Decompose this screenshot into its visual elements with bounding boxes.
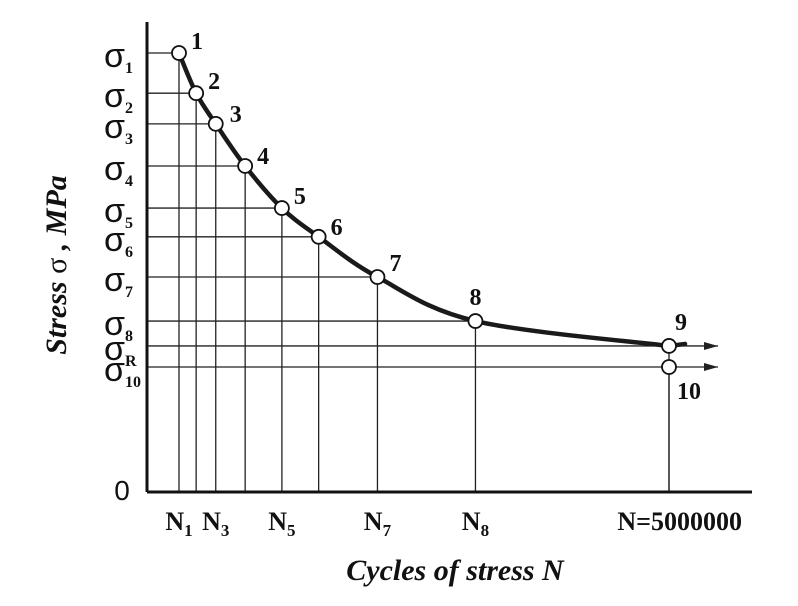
point-marker-2 (188, 85, 205, 102)
sn-curve (176, 50, 688, 349)
y-tick-label-4: σ4 (104, 150, 133, 190)
arrow-10 (704, 363, 718, 371)
point-marker-4 (237, 158, 254, 174)
axes (145, 22, 752, 494)
point-marker-7 (369, 269, 386, 285)
point-marker-9 (661, 338, 677, 354)
y-tick-subscript: 7 (125, 284, 133, 301)
point-label-8: 8 (469, 285, 481, 311)
x-tick-main: N=5000000 (617, 507, 742, 536)
y-tick-symbol: σ (104, 77, 125, 115)
y-tick-symbol: σ (104, 37, 125, 75)
y-axis-label-suffix: , MPa (40, 175, 73, 251)
point-label-5: 5 (294, 184, 306, 210)
y-axis-label-symbol: σ (40, 258, 73, 274)
x-tick-main: N (202, 507, 221, 536)
curve (176, 50, 688, 349)
point-marker-3 (207, 115, 224, 132)
x-tick-label-n-max: N=5000000 (617, 507, 742, 536)
y-tick-symbol: σ (104, 192, 125, 230)
y-tick-label-R: σR (104, 330, 137, 370)
y-tick-subscript: R (125, 353, 137, 370)
y-tick-label-5: σ5 (104, 192, 133, 232)
y-tick-symbol: σ (104, 150, 125, 188)
y-tick-label-7: σ7 (104, 261, 133, 301)
x-tick-subscript: 7 (383, 521, 392, 540)
point-marker-6 (310, 228, 327, 245)
point-label-7: 7 (389, 251, 401, 277)
y-tick-label-6: σ6 (104, 221, 133, 261)
x-tick-label-7: N7 (364, 507, 392, 540)
y-tick-label-10: σ10 (104, 351, 141, 391)
x-tick-main: N (364, 507, 383, 536)
x-tick-label-1: N1 (165, 507, 192, 540)
y-tick-subscript: 2 (125, 100, 133, 117)
y-tick-symbol: σ (104, 261, 125, 299)
y-axis-label: Stress σ , MPa (40, 175, 73, 355)
y-tick-label-3: σ3 (104, 108, 133, 148)
y-zero-label: 0 (114, 475, 130, 506)
point-label-6: 6 (331, 215, 343, 241)
point-label-2: 2 (208, 69, 220, 95)
x-tick-main: N (462, 507, 481, 536)
point-marker-5 (273, 200, 290, 216)
point-label-10: 10 (677, 379, 701, 405)
y-tick-label-8: σ8 (104, 305, 133, 345)
x-tick-subscript: 3 (221, 521, 230, 540)
point-label-3: 3 (230, 102, 242, 128)
y-axis-label-prefix: Stress (40, 274, 73, 355)
y-tick-symbol: σ (104, 330, 125, 368)
data-points (171, 45, 677, 375)
x-axis-label: Cycles of stress N (346, 554, 565, 587)
x-tick-main: N (268, 507, 287, 536)
x-tick-main: N (165, 507, 184, 536)
y-tick-subscript: 10 (125, 374, 141, 391)
arrow-9 (704, 341, 718, 350)
x-tick-subscript: 1 (184, 521, 193, 540)
grid-lines (147, 52, 718, 492)
y-tick-subscript: 5 (125, 215, 133, 232)
point-label-4: 4 (257, 144, 269, 170)
point-label-1: 1 (191, 29, 203, 55)
x-tick-label-5: N5 (268, 507, 295, 540)
x-tick-label-8: N8 (462, 507, 489, 540)
y-tick-symbol: σ (104, 351, 125, 389)
point-label-9: 9 (675, 310, 687, 336)
x-tick-subscript: 8 (481, 521, 490, 540)
y-tick-symbol: σ (104, 305, 125, 343)
y-tick-label-1: σ1 (104, 37, 133, 77)
point-marker-8 (467, 313, 484, 329)
point-marker-10 (661, 359, 677, 375)
y-tick-subscript: 6 (125, 244, 133, 261)
y-tick-symbol: σ (104, 221, 125, 259)
y-tick-subscript: 3 (125, 131, 133, 148)
y-tick-subscript: 1 (125, 60, 133, 77)
x-tick-subscript: 5 (287, 521, 296, 540)
x-tick-label-3: N3 (202, 507, 229, 540)
y-tick-symbol: σ (104, 108, 125, 146)
y-tick-subscript: 8 (125, 328, 133, 345)
y-tick-label-2: σ2 (104, 77, 133, 117)
y-tick-subscript: 4 (125, 173, 133, 190)
point-marker-1 (171, 45, 187, 61)
